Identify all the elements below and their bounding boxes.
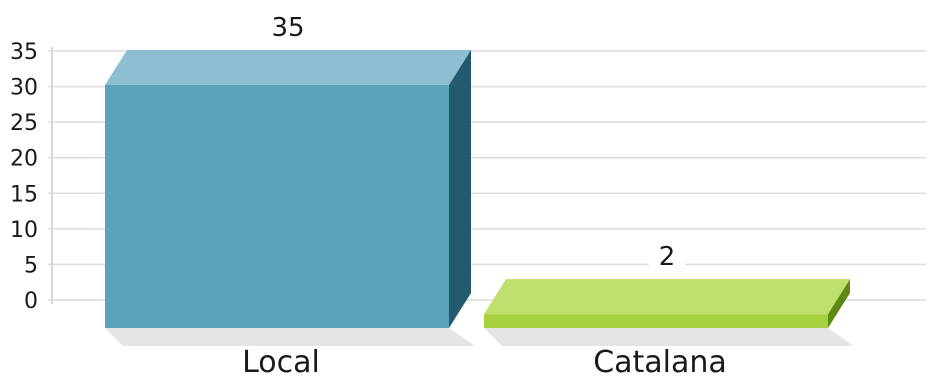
bar-top-local	[105, 50, 471, 85]
y-axis-ticks: 0 5 10 15 20 25 30 35	[10, 40, 38, 314]
x-axis-categories: Local Catalana	[242, 345, 727, 378]
bar-side-catalana	[828, 279, 850, 328]
bars	[105, 50, 854, 346]
y-tick-label: 10	[10, 218, 38, 243]
bar-shadow	[484, 328, 854, 346]
x-category-label: Catalana	[593, 345, 727, 378]
y-tick-label: 5	[24, 253, 38, 278]
y-tick-label: 15	[10, 182, 38, 207]
bar-top-catalana	[484, 279, 850, 315]
data-labels: 35 2	[261, 11, 686, 275]
y-tick-label: 35	[10, 40, 38, 65]
y-tick-label: 20	[10, 147, 38, 172]
bar-shadow	[105, 328, 475, 346]
data-label-background	[648, 240, 686, 275]
y-tick-label: 0	[24, 289, 38, 314]
data-label-background	[261, 11, 315, 45]
bar-local	[105, 85, 449, 328]
y-tick-label: 25	[10, 111, 38, 136]
y-tick-label: 30	[10, 76, 38, 101]
x-category-label: Local	[242, 345, 320, 378]
data-label-catalana: 2	[659, 242, 676, 272]
bar-catalana	[484, 314, 828, 328]
data-label-local: 35	[271, 13, 304, 43]
bar-side-local	[449, 50, 471, 328]
